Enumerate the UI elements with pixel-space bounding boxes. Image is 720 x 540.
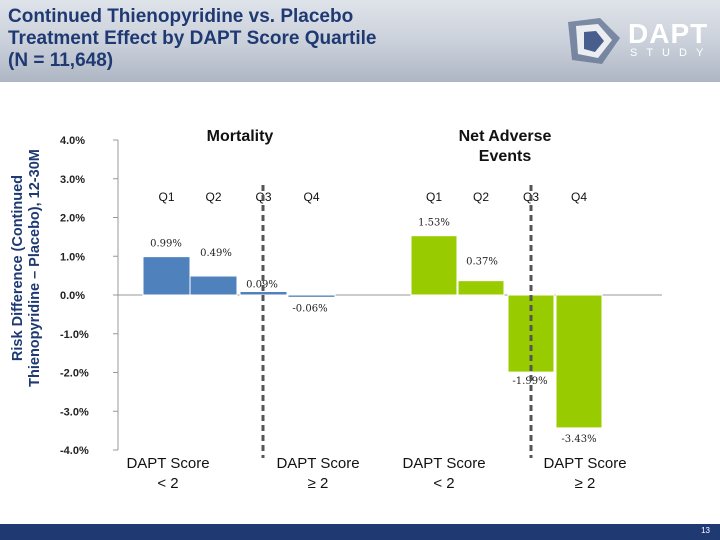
bar xyxy=(239,291,288,296)
data-label: -0.06% xyxy=(292,303,327,314)
y-tick-label: -2.0% xyxy=(60,368,89,380)
group-label: DAPT Score ≥ 2 xyxy=(276,455,359,492)
category-label: Q1 xyxy=(158,190,174,204)
panel-title: Net Adverse Events xyxy=(459,128,552,165)
group-label: DAPT Score < 2 xyxy=(126,455,209,492)
bar xyxy=(142,256,191,296)
page-title: Continued Thienopyridine vs. Placebo Tre… xyxy=(8,6,377,71)
bar xyxy=(287,294,336,298)
y-tick-label: 2.0% xyxy=(60,213,85,225)
group-label: DAPT Score < 2 xyxy=(402,455,485,492)
dapt-logo-icon xyxy=(568,18,620,64)
logo-subtext: STUDY xyxy=(630,47,713,59)
data-label: 0.37% xyxy=(466,257,498,268)
data-label: 0.49% xyxy=(200,248,232,259)
data-label: -1.99% xyxy=(512,376,547,387)
bar xyxy=(189,275,238,296)
bar xyxy=(555,294,603,429)
panel-title: Mortality xyxy=(207,128,274,145)
category-label: Q2 xyxy=(205,190,221,204)
category-label: Q4 xyxy=(571,190,587,204)
category-label: Q2 xyxy=(473,190,489,204)
data-label: -3.43% xyxy=(561,434,596,445)
y-tick-label: 3.0% xyxy=(60,174,85,186)
bar xyxy=(410,235,458,296)
chart-canvas: 4.0% 3.0% 2.0% 1.0% 0.0% -1.0% -2.0% -3.0% -4.0%… xyxy=(60,128,662,492)
data-label: 1.53% xyxy=(418,218,450,229)
y-tick-label: -4.0% xyxy=(60,445,89,457)
category-label: Q4 xyxy=(303,190,319,204)
y-tick-label: -3.0% xyxy=(60,406,89,418)
y-tick-label: 4.0% xyxy=(60,135,85,147)
bar xyxy=(457,280,505,296)
y-tick-label: -1.0% xyxy=(60,329,89,341)
logo-text: DAPT xyxy=(628,18,709,49)
y-tick-label: 1.0% xyxy=(60,251,85,263)
footer-bar: 13 xyxy=(0,524,720,540)
page-number: 13 xyxy=(701,526,710,535)
y-tick-label: 0.0% xyxy=(60,290,85,302)
header-bar: Continued Thienopyridine vs. Placebo Tre… xyxy=(0,0,720,82)
category-label: Q1 xyxy=(426,190,442,204)
data-label: 0.99% xyxy=(150,239,182,250)
group-label: DAPT Score ≥ 2 xyxy=(543,455,626,492)
